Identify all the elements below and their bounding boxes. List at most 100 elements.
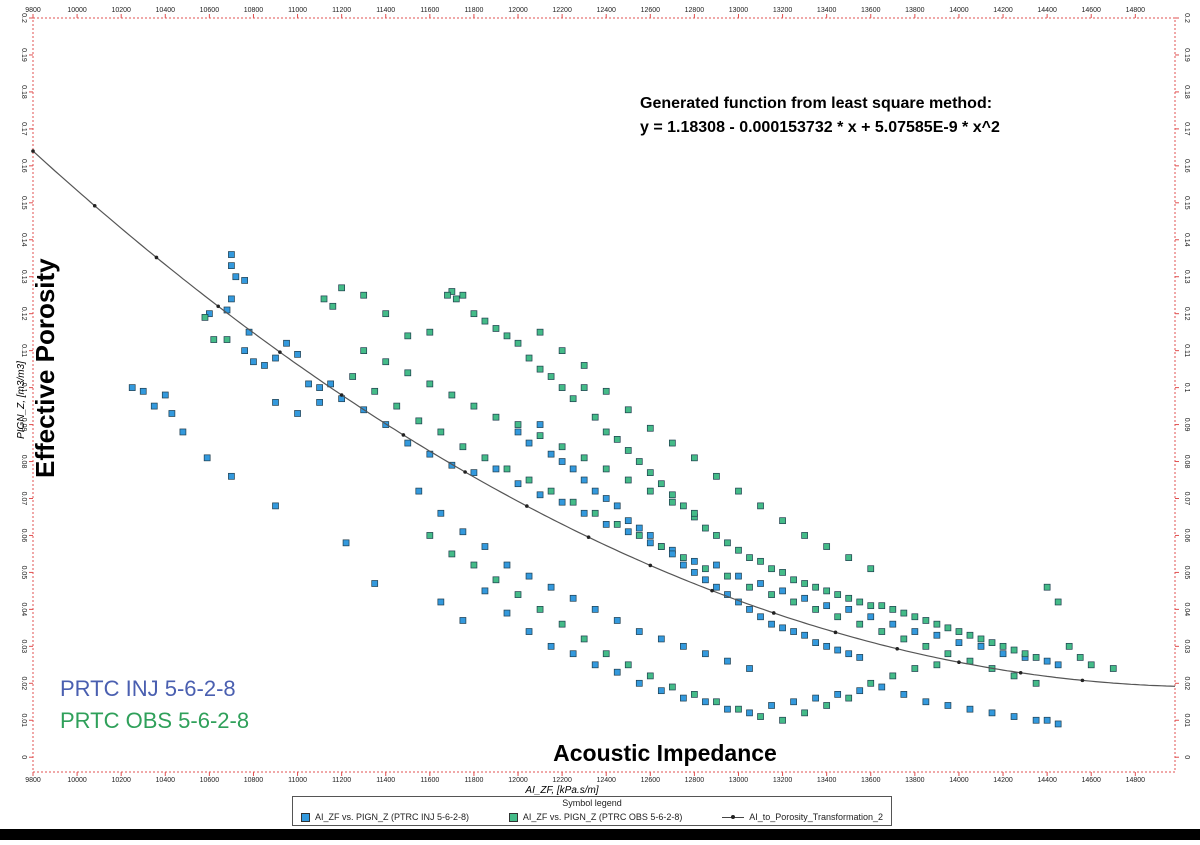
obs-data-point	[569, 498, 577, 506]
y-tick-label-left: 0.03	[20, 640, 27, 654]
y-tick-label-left: 0.01	[20, 713, 27, 727]
inj-data-point	[624, 517, 632, 525]
legend-item-inj: AI_ZF vs. PIGN_Z (PTRC INJ 5-6-2-8)	[301, 812, 469, 822]
inj-data-point	[241, 277, 248, 284]
y-tick-label-right: 0.19	[1183, 48, 1190, 62]
obs-data-point	[834, 613, 842, 621]
x-tick-label-bottom: 10000	[67, 777, 87, 784]
obs-data-point	[801, 532, 808, 539]
x-tick-label-top: 14800	[1126, 7, 1146, 14]
fit-curve-marker	[1018, 670, 1023, 675]
obs-data-point	[1032, 679, 1040, 687]
inj-data-point	[503, 609, 511, 617]
obs-data-point	[878, 602, 886, 610]
x-tick-label-bottom: 12400	[596, 777, 616, 784]
obs-data-point	[757, 713, 764, 720]
obs-data-point	[944, 624, 952, 632]
obs-data-point	[536, 365, 544, 373]
obs-data-point	[889, 672, 897, 680]
obs-data-point	[503, 332, 511, 340]
y-tick-label-left: 0	[20, 755, 27, 759]
x-tick-label-top: 11800	[464, 7, 483, 14]
y-tick-label-right: 0.1	[1183, 383, 1190, 393]
y-axis-title: Effective Porosity	[30, 258, 60, 478]
obs-data-point	[867, 679, 875, 687]
x-tick-label-top: 10600	[200, 7, 220, 14]
inj-data-point	[955, 639, 963, 646]
fit-curve-marker	[895, 646, 900, 651]
inj-data-point	[999, 650, 1007, 658]
y-tick-label-left: 0.12	[20, 307, 27, 321]
inj-data-point	[459, 617, 467, 624]
x-tick-label-top: 13000	[729, 7, 749, 14]
inj-data-point	[988, 709, 996, 717]
inj-data-point	[228, 262, 235, 269]
x-tick-label-top: 10400	[156, 7, 176, 14]
inj-data-point	[845, 606, 853, 613]
inj-data-point	[635, 524, 643, 532]
inj-data-point	[448, 461, 456, 469]
inj-data-point	[558, 458, 566, 465]
obs-data-point	[448, 391, 456, 399]
fit-curve-marker	[586, 535, 591, 540]
obs-data-point	[757, 557, 764, 565]
obs-data-point	[360, 291, 368, 299]
y-tick-label-left: 0.15	[20, 196, 27, 210]
equation-heading: Generated function from least square met…	[640, 95, 992, 112]
inj-data-point	[228, 472, 235, 480]
obs-data-point	[900, 609, 908, 617]
inj-data-point	[757, 613, 764, 621]
x-tick-label-top: 11000	[288, 7, 307, 14]
plot-border	[32, 17, 1176, 773]
x-tick-label-bottom: 10200	[111, 777, 131, 784]
plot-frame	[32, 17, 1176, 773]
inj-data-point	[878, 683, 886, 691]
inj-data-point	[867, 613, 875, 621]
obs-data-point	[210, 336, 218, 343]
obs-data-point	[691, 691, 698, 698]
x-tick-label-bottom: 14400	[1037, 777, 1057, 784]
obs-data-point	[525, 476, 533, 484]
inj-data-point	[437, 598, 445, 606]
obs-data-point	[933, 661, 941, 669]
x-tick-label-bottom: 11200	[332, 777, 351, 784]
obs-data-point	[757, 502, 764, 510]
x-tick-label-top: 14400	[1037, 7, 1057, 14]
obs-data-point	[426, 532, 434, 539]
inj-data-point	[735, 572, 742, 580]
y-tick-label-right: 0.18	[1183, 85, 1190, 99]
legend-item-obs: AI_ZF vs. PIGN_Z (PTRC OBS 5-6-2-8)	[508, 812, 682, 822]
equation-text: y = 1.18308 - 0.000153732 * x + 5.07585E…	[640, 119, 1000, 136]
x-tick-label-bottom: 10600	[200, 777, 220, 784]
inj-data-point	[845, 650, 853, 658]
inj-data-point	[128, 384, 136, 391]
inj-data-point	[856, 687, 864, 695]
legend-label-inj: AI_ZF vs. PIGN_Z (PTRC INJ 5-6-2-8)	[315, 812, 470, 822]
obs-data-point	[790, 598, 797, 606]
obs-data-point	[624, 406, 632, 414]
obs-data-point	[536, 328, 544, 336]
inj-data-point	[889, 620, 897, 628]
x-tick-label-top: 13600	[861, 7, 881, 14]
y-tick-label-left: 0.2	[20, 13, 27, 23]
obs-data-point	[713, 698, 720, 706]
obs-data-point	[1010, 672, 1018, 680]
obs-data-point	[680, 502, 687, 510]
inj-data-point	[1054, 661, 1062, 669]
inj-data-point	[680, 694, 687, 702]
bottom-border-bar	[0, 829, 1200, 840]
obs-square-icon	[508, 812, 518, 822]
obs-data-point	[492, 576, 500, 584]
fit-curve-marker	[710, 588, 714, 593]
obs-data-point	[360, 347, 368, 354]
obs-data-point	[514, 421, 522, 428]
obs-data-point	[624, 661, 632, 669]
obs-data-point	[382, 358, 390, 366]
fit-curve-marker	[525, 504, 529, 508]
obs-data-point	[201, 314, 209, 321]
inj-data-point	[746, 709, 753, 717]
symbol-legend: Symbol legend AI_ZF vs. PIGN_Z (PTRC INJ…	[292, 796, 892, 826]
inj-data-point	[922, 698, 930, 706]
inj-data-point	[558, 498, 566, 506]
